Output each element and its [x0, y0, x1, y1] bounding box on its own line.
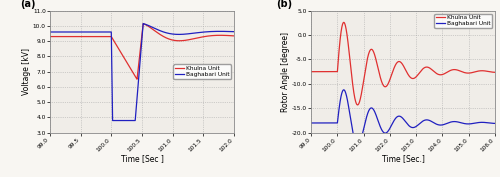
Baghabari Unit — [417, 122, 423, 124]
Line: Baghabari Unit: Baghabari Unit — [311, 90, 495, 145]
Baghabari Unit — [200, 31, 206, 33]
Y-axis label: Rotor Angle [degree]: Rotor Angle [degree] — [282, 32, 290, 112]
Baghabari Unit — [444, 122, 450, 124]
Khulna Unit — [134, 78, 140, 80]
Khulna Unit — [374, 66, 380, 68]
Khulna Unit — [444, 71, 450, 73]
Y-axis label: Voltage [kV]: Voltage [kV] — [22, 48, 32, 95]
Khulna Unit — [425, 66, 431, 68]
Line: Khulna Unit: Khulna Unit — [50, 24, 234, 79]
Baghabari Unit — [374, 119, 380, 121]
Khulna Unit — [231, 35, 237, 37]
Khulna Unit — [112, 42, 118, 44]
Baghabari Unit — [56, 31, 62, 33]
Baghabari Unit — [318, 122, 324, 124]
Khulna Unit — [47, 36, 53, 38]
Baghabari Unit — [340, 89, 346, 91]
Baghabari Unit — [140, 22, 146, 25]
Baghabari Unit — [231, 31, 237, 33]
X-axis label: Time [Sec.]: Time [Sec.] — [382, 154, 424, 163]
Baghabari Unit — [110, 119, 116, 122]
Khulna Unit — [354, 104, 360, 106]
Khulna Unit — [224, 34, 230, 36]
Baghabari Unit — [425, 119, 431, 121]
Baghabari Unit — [492, 122, 498, 124]
Baghabari Unit — [132, 119, 138, 122]
Baghabari Unit — [112, 119, 118, 122]
Baghabari Unit — [47, 31, 53, 33]
Legend: Khulna Unit, Baghabari Unit: Khulna Unit, Baghabari Unit — [434, 13, 492, 28]
Khulna Unit — [131, 74, 137, 76]
Khulna Unit — [454, 69, 460, 71]
Baghabari Unit — [146, 25, 152, 27]
Baghabari Unit — [454, 121, 460, 123]
Khulna Unit — [308, 71, 314, 73]
Legend: Khulna Unit, Baghabari Unit: Khulna Unit, Baghabari Unit — [174, 64, 231, 79]
Baghabari Unit — [224, 30, 230, 33]
Khulna Unit — [146, 26, 152, 28]
Khulna Unit — [200, 36, 206, 38]
Baghabari Unit — [354, 144, 360, 146]
Line: Baghabari Unit: Baghabari Unit — [50, 24, 234, 121]
Khulna Unit — [417, 71, 423, 73]
Khulna Unit — [318, 71, 324, 73]
Text: (a): (a) — [20, 0, 36, 9]
Text: (b): (b) — [276, 0, 292, 9]
Khulna Unit — [140, 22, 146, 25]
X-axis label: Time [Sec ]: Time [Sec ] — [120, 154, 164, 163]
Khulna Unit — [340, 21, 346, 23]
Line: Khulna Unit: Khulna Unit — [311, 22, 495, 105]
Baghabari Unit — [308, 122, 314, 124]
Khulna Unit — [56, 36, 62, 38]
Khulna Unit — [492, 71, 498, 73]
